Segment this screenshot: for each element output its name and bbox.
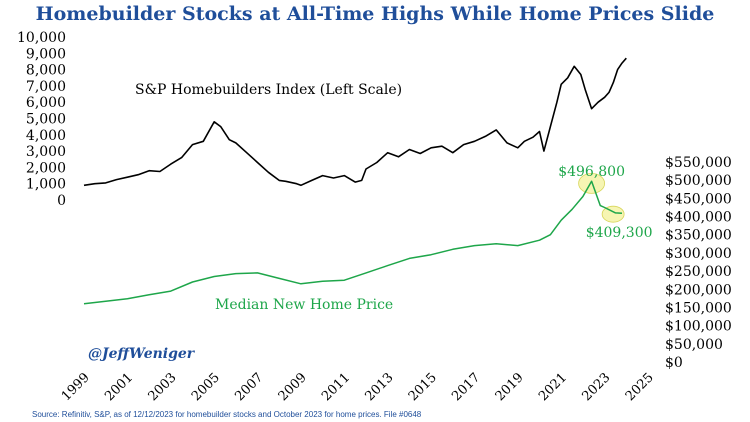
left-tick-label: 1,000 (26, 177, 66, 193)
x-tick-label: 2009 (276, 370, 310, 404)
right-tick-label: $0 (665, 355, 683, 371)
right-tick-label: $500,000 (665, 173, 732, 189)
right-tick-label: $400,000 (665, 210, 732, 226)
x-tick-label: 2003 (146, 370, 180, 404)
left-tick-label: 3,000 (26, 144, 66, 160)
left-tick-label: 4,000 (26, 128, 66, 144)
right-tick-label: $100,000 (665, 319, 732, 335)
left-tick-label: 10,000 (17, 30, 66, 46)
x-tick-label: 2013 (363, 370, 397, 404)
x-tick-label: 2005 (189, 370, 223, 404)
series-lines (83, 57, 627, 305)
median-home-price-line (83, 180, 623, 305)
x-axis-ticks: 1999 2001 2003 2005 2007 2009 2011 2013 2015 2017… (59, 370, 657, 404)
x-tick-label: 1999 (59, 370, 93, 404)
left-tick-label: 2,000 (26, 160, 66, 176)
x-tick-label: 2017 (449, 370, 483, 404)
right-tick-label: $350,000 (665, 228, 732, 244)
right-axis-ticks: $550,000 $500,000 $450,000 $400,000 $350,000… (665, 155, 732, 371)
x-tick-label: 2001 (102, 370, 136, 404)
x-tick-label: 2011 (319, 370, 353, 404)
x-tick-label: 2023 (579, 370, 613, 404)
source-note: Source: Refinitiv, S&P, as of 12/12/2023… (32, 410, 422, 419)
right-tick-label: $550,000 (665, 155, 732, 171)
latest-highlight (601, 205, 625, 223)
homebuilders-index-line (83, 57, 627, 187)
series-label-homebuilders: S&P Homebuilders Index (Left Scale) (135, 82, 402, 98)
author-handle: @JeffWeniger (88, 346, 196, 362)
right-tick-label: $250,000 (665, 264, 732, 280)
annotations: $496,800 $409,300 (558, 164, 652, 241)
x-tick-label: 2025 (623, 370, 657, 404)
left-tick-label: 8,000 (26, 63, 66, 79)
peak-price-label: $496,800 (558, 164, 625, 180)
right-tick-label: $200,000 (665, 282, 732, 298)
right-tick-label: $300,000 (665, 246, 732, 262)
right-tick-label: $50,000 (665, 337, 723, 353)
x-tick-label: 2007 (232, 370, 266, 404)
x-tick-label: 2019 (493, 370, 527, 404)
left-tick-label: 6,000 (26, 95, 66, 111)
right-tick-label: $450,000 (665, 191, 732, 207)
series-label-home-price: Median New Home Price (215, 297, 393, 313)
left-axis-ticks: 10,0009,0008,0007,0006,0005,0004,0003,00… (17, 30, 66, 209)
chart-title: Homebuilder Stocks at All-Time Highs Whi… (36, 3, 715, 25)
left-tick-label: 5,000 (26, 112, 66, 128)
latest-price-label: $409,300 (586, 225, 653, 241)
left-tick-label: 9,000 (26, 46, 66, 62)
right-tick-label: $150,000 (665, 300, 732, 316)
left-tick-label: 7,000 (26, 79, 66, 95)
left-tick-label: 0 (57, 193, 66, 209)
x-tick-label: 2015 (406, 370, 440, 404)
x-tick-label: 2021 (536, 370, 570, 404)
